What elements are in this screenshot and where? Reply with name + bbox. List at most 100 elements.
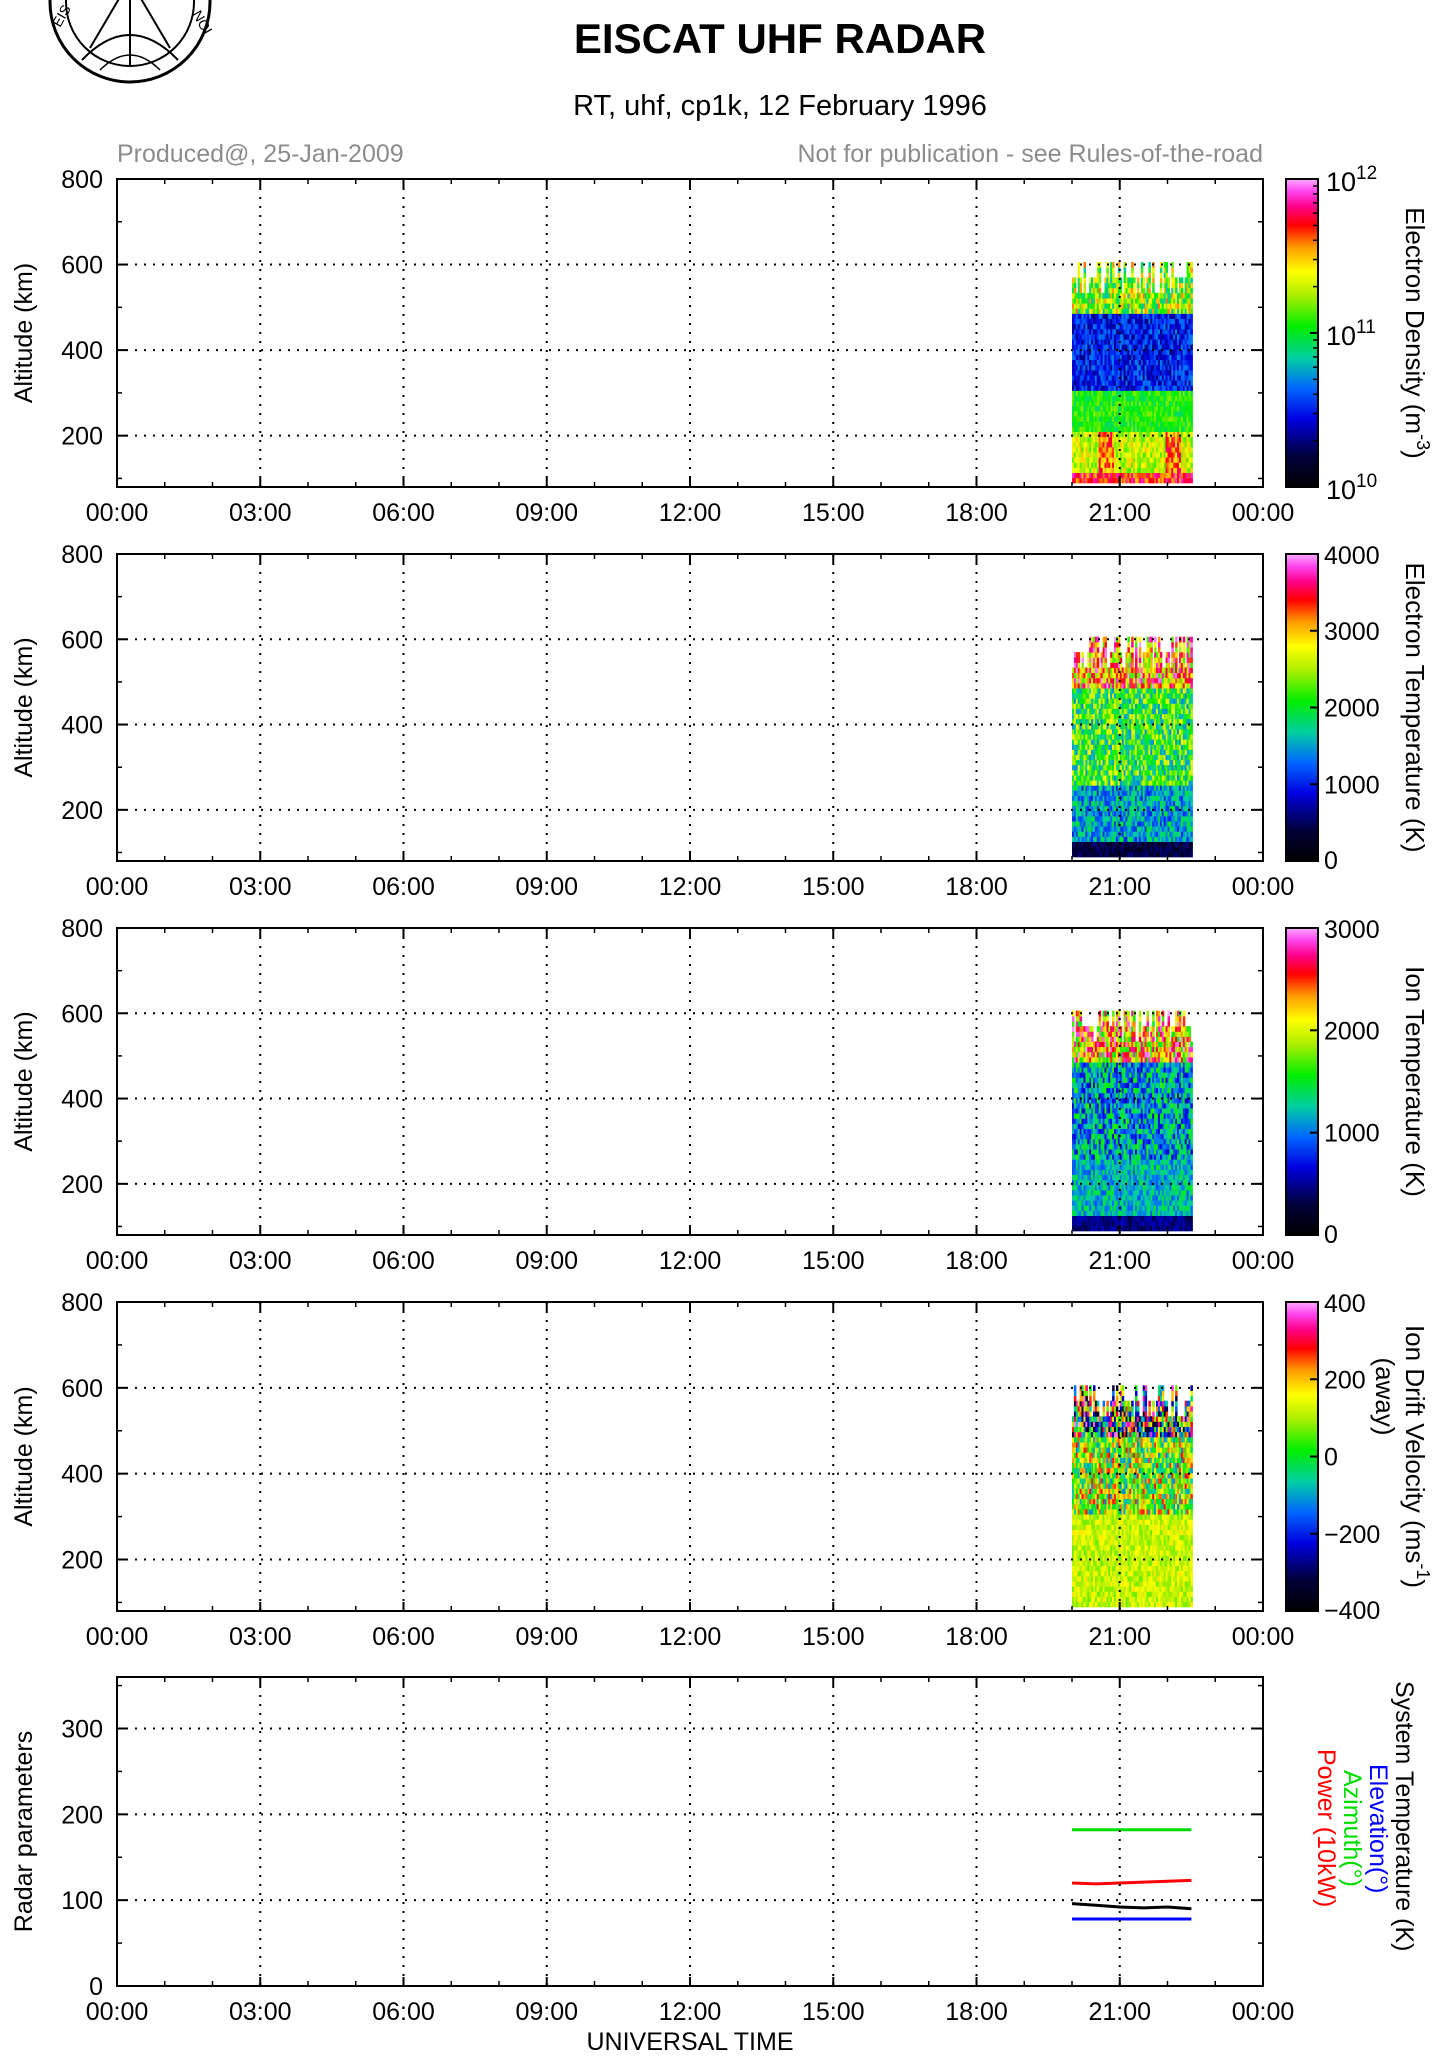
heatmap-cell bbox=[1114, 713, 1117, 720]
heatmap-cell bbox=[1123, 323, 1127, 330]
heatmap-cell bbox=[1173, 354, 1176, 361]
heatmap-cell bbox=[1180, 467, 1184, 473]
heatmap-cell bbox=[1112, 744, 1115, 750]
heatmap-cell bbox=[1167, 672, 1170, 679]
heatmap-cell bbox=[1152, 374, 1155, 381]
heatmap-cell bbox=[1098, 698, 1102, 704]
heatmap-cell bbox=[1096, 831, 1100, 837]
heatmap-cell bbox=[1157, 728, 1161, 735]
heatmap-cell bbox=[1152, 851, 1155, 858]
heatmap-cell bbox=[1133, 364, 1136, 371]
heatmap-cell bbox=[1156, 682, 1159, 689]
heatmap-cell bbox=[1104, 467, 1107, 473]
heatmap-cell bbox=[1179, 277, 1182, 284]
heatmap-cell bbox=[1073, 410, 1077, 417]
heatmap-cell bbox=[1148, 769, 1151, 776]
heatmap-cell bbox=[1108, 759, 1111, 766]
heatmap-cell bbox=[1129, 667, 1132, 674]
heatmap-cell bbox=[1081, 369, 1084, 376]
heatmap-cell bbox=[1156, 790, 1159, 796]
heatmap-cell bbox=[1114, 785, 1117, 791]
heatmap-cell bbox=[1098, 267, 1102, 273]
heatmap-cell bbox=[1180, 344, 1184, 350]
heatmap-cell bbox=[1121, 339, 1125, 345]
heatmap-cell bbox=[1110, 380, 1113, 386]
heatmap-cell bbox=[1087, 369, 1090, 376]
heatmap-cell bbox=[1106, 380, 1109, 386]
heatmap-cell bbox=[1072, 421, 1075, 427]
heatmap-cell bbox=[1106, 764, 1109, 771]
heatmap-cell bbox=[1104, 718, 1107, 725]
heatmap-cell bbox=[1079, 374, 1083, 381]
heatmap-cell bbox=[1169, 744, 1172, 750]
heatmap-cell bbox=[1179, 774, 1182, 781]
heatmap-cell bbox=[1129, 472, 1132, 479]
heatmap-cell bbox=[1077, 744, 1081, 750]
heatmap-cell bbox=[1167, 662, 1170, 668]
heatmap-cell bbox=[1179, 749, 1182, 755]
heatmap-cell bbox=[1102, 416, 1106, 422]
heatmap-cell bbox=[1161, 774, 1165, 781]
heatmap-cell bbox=[1112, 841, 1115, 848]
heatmap-cell bbox=[1129, 364, 1132, 371]
heatmap-cell bbox=[1146, 698, 1149, 704]
heatmap-cell bbox=[1100, 677, 1104, 684]
heatmap-cell bbox=[1136, 754, 1140, 761]
heatmap-cell bbox=[1119, 333, 1123, 340]
heatmap-cell bbox=[1089, 687, 1092, 694]
heatmap-cell bbox=[1171, 703, 1174, 709]
heatmap-cell bbox=[1131, 636, 1134, 643]
heatmap-cell bbox=[1091, 800, 1094, 807]
heatmap-cell bbox=[1091, 641, 1094, 648]
heatmap-cell bbox=[1085, 303, 1088, 309]
heatmap-cell bbox=[1108, 426, 1111, 432]
heatmap-cell bbox=[1112, 754, 1115, 761]
heatmap-cell bbox=[1121, 354, 1125, 361]
heatmap-cell bbox=[1079, 436, 1083, 443]
heatmap-cell bbox=[1157, 323, 1161, 330]
heatmap-cell bbox=[1156, 800, 1159, 807]
heatmap-cell bbox=[1100, 723, 1104, 730]
heatmap-cell bbox=[1100, 441, 1104, 448]
heatmap-cell bbox=[1102, 359, 1106, 366]
heatmap-cell bbox=[1114, 333, 1117, 340]
heatmap-cell bbox=[1148, 477, 1151, 484]
heatmap-cell bbox=[1171, 682, 1174, 689]
heatmap-cell bbox=[1125, 698, 1128, 704]
heatmap-cell bbox=[1115, 395, 1119, 402]
heatmap-cell bbox=[1081, 457, 1084, 463]
heatmap-cell bbox=[1161, 810, 1165, 817]
heatmap-cell bbox=[1173, 333, 1176, 340]
heatmap-cell bbox=[1135, 641, 1138, 648]
heatmap-cell bbox=[1152, 820, 1155, 827]
heatmap-cell bbox=[1104, 641, 1107, 648]
heatmap-cell bbox=[1165, 477, 1169, 484]
heatmap-cell bbox=[1150, 374, 1153, 381]
heatmap-cell bbox=[1152, 431, 1155, 438]
heatmap-cell bbox=[1165, 800, 1169, 807]
heatmap-cell bbox=[1171, 277, 1174, 284]
heatmap-cell bbox=[1127, 282, 1130, 289]
heatmap-cell bbox=[1096, 395, 1100, 402]
heatmap-cell bbox=[1161, 826, 1165, 832]
heatmap-cell bbox=[1154, 831, 1157, 837]
heatmap-cell bbox=[1144, 477, 1148, 484]
heatmap-cell bbox=[1094, 462, 1098, 468]
heatmap-cell bbox=[1089, 703, 1092, 709]
heatmap-cell bbox=[1136, 739, 1140, 745]
heatmap-cell bbox=[1175, 436, 1178, 443]
heatmap-cell bbox=[1138, 805, 1142, 812]
heatmap-cell bbox=[1142, 467, 1146, 473]
heatmap-cell bbox=[1091, 759, 1094, 766]
heatmap-cell bbox=[1119, 390, 1123, 396]
heatmap-cell bbox=[1179, 426, 1182, 432]
heatmap-cell bbox=[1117, 272, 1121, 278]
heatmap-cell bbox=[1159, 826, 1163, 832]
heatmap-cell bbox=[1087, 846, 1090, 853]
heatmap-cell bbox=[1167, 380, 1170, 386]
heatmap-cell bbox=[1152, 698, 1155, 704]
heatmap-cell bbox=[1098, 795, 1102, 801]
heatmap-cell bbox=[1110, 344, 1113, 350]
heatmap-cell bbox=[1110, 441, 1113, 448]
heatmap-cell bbox=[1083, 277, 1086, 284]
